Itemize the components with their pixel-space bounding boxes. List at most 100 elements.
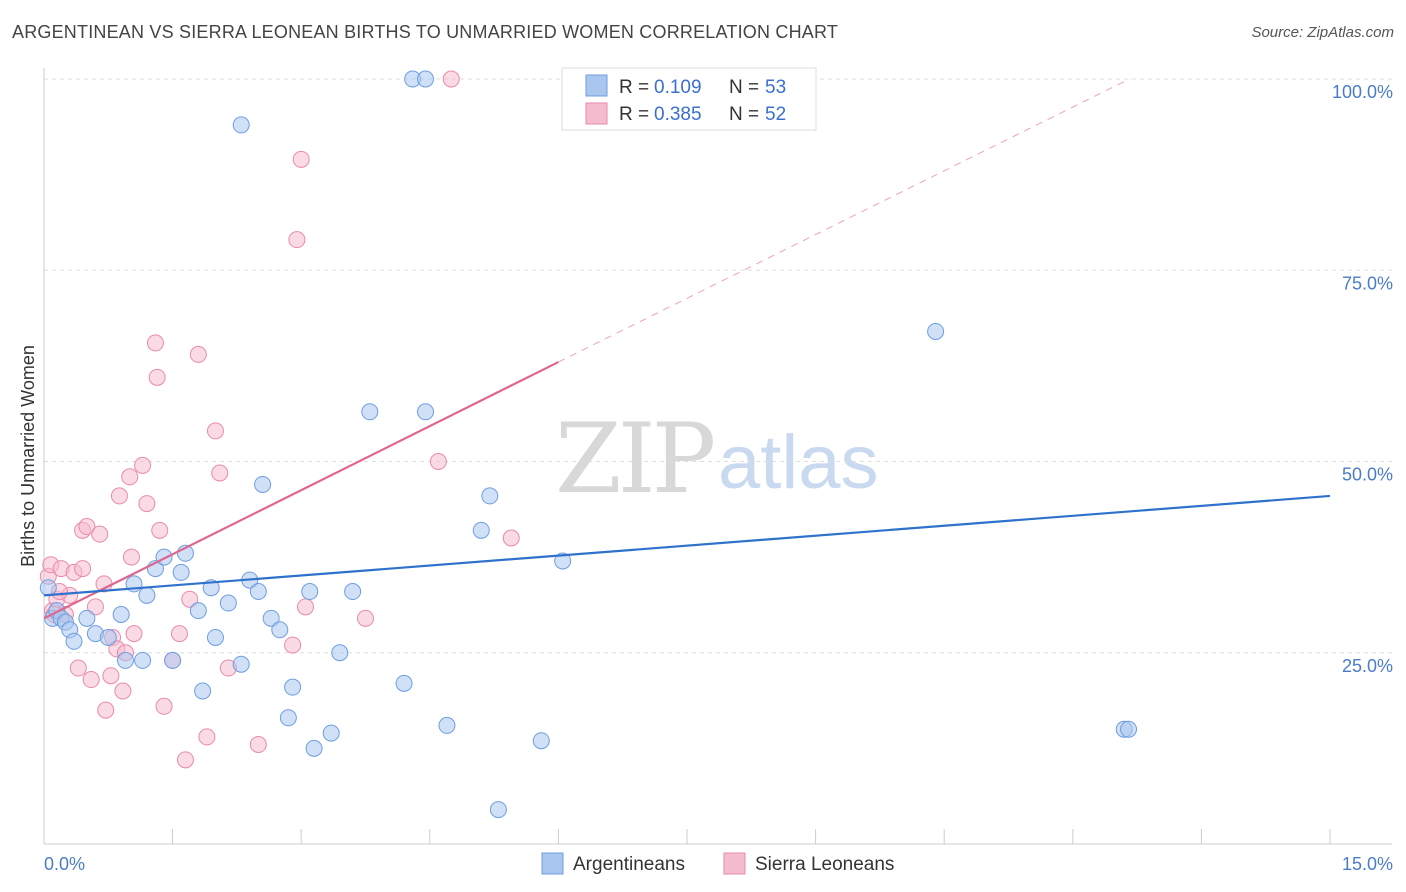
bottom-legend-label-argentineans: Argentineans — [573, 854, 685, 875]
point-argentineans-29 — [262, 609, 280, 627]
source-label: Source: ZipAtlas.com — [1251, 24, 1394, 41]
point-argentineans-28 — [254, 475, 272, 493]
y-tick-label-50: 50.0% — [1342, 465, 1393, 485]
series-sierra-leoneans-points — [39, 70, 520, 769]
point-argentineans-39 — [395, 674, 413, 692]
point-argentineans-36 — [331, 644, 349, 662]
series-argentineans-points — [39, 70, 1138, 819]
point-sierra-leoneans-28 — [146, 334, 164, 352]
point-argentineans-43 — [438, 716, 456, 734]
point-argentineans-22 — [206, 628, 224, 646]
point-sierra-leoneans-34 — [176, 751, 194, 769]
point-sierra-leoneans-25 — [125, 625, 143, 643]
trend-lines — [44, 79, 1331, 620]
point-sierra-leoneans-21 — [114, 682, 132, 700]
point-argentineans-38 — [361, 403, 379, 421]
point-argentineans-46 — [489, 801, 507, 819]
y-axis-label: Births to Unmarried Women — [18, 345, 38, 567]
point-sierra-leoneans-12 — [82, 671, 100, 689]
point-sierra-leoneans-9 — [74, 560, 92, 578]
point-sierra-leoneans-43 — [288, 231, 306, 249]
point-argentineans-49 — [927, 322, 945, 340]
point-argentineans-23 — [219, 594, 237, 612]
point-argentineans-31 — [279, 709, 297, 727]
point-argentineans-15 — [155, 548, 173, 566]
y-tick-label-100: 100.0% — [1332, 82, 1393, 102]
point-argentineans-51 — [1120, 720, 1138, 738]
bottom-legend-swatch-sierra-leoneans — [723, 852, 746, 875]
y-tick-labels: 25.0% 50.0% 75.0% 100.0% — [1332, 82, 1393, 676]
point-argentineans-12 — [134, 651, 152, 669]
bottom-legend-swatch-argentineans — [541, 852, 564, 875]
point-sierra-leoneans-48 — [442, 70, 460, 88]
legend-n-label-1: N = — [729, 77, 759, 98]
point-sierra-leoneans-45 — [296, 598, 314, 616]
point-argentineans-19 — [189, 602, 207, 620]
bottom-legend: Argentineans Sierra Leoneans — [541, 852, 894, 875]
point-argentineans-20 — [194, 682, 212, 700]
legend-swatch-blue — [585, 74, 608, 97]
y-tick-label-75: 75.0% — [1342, 273, 1393, 293]
point-sierra-leoneans-11 — [78, 518, 96, 536]
legend-r-label-1: R = — [619, 77, 649, 98]
point-argentineans-13 — [138, 586, 156, 604]
legend-r-value-2: 0.385 — [654, 104, 702, 125]
point-argentineans-24 — [232, 655, 250, 673]
x-tick-label-min: 0.0% — [44, 854, 85, 874]
legend-n-value-1: 53 — [765, 77, 786, 98]
point-sierra-leoneans-42 — [284, 636, 302, 654]
legend-r-value-1: 0.109 — [654, 77, 702, 98]
point-argentineans-41 — [417, 403, 435, 421]
legend-n-value-2: 52 — [765, 104, 786, 125]
x-ticks — [43, 829, 1331, 844]
grid — [44, 78, 1392, 654]
point-argentineans-30 — [271, 621, 289, 639]
point-argentineans-9 — [112, 606, 130, 623]
point-sierra-leoneans-14 — [91, 525, 109, 543]
point-argentineans-48 — [554, 552, 572, 570]
trend-line-sierra-leoneans — [44, 361, 559, 620]
point-argentineans-35 — [322, 724, 340, 742]
point-argentineans-37 — [344, 583, 362, 601]
point-sierra-leoneans-17 — [102, 667, 120, 685]
watermark-zip: ZIP — [555, 403, 714, 515]
point-sierra-leoneans-49 — [502, 529, 520, 547]
x-tick-label-max: 15.0% — [1342, 854, 1393, 874]
point-sierra-leoneans-46 — [357, 609, 374, 627]
bottom-legend-label-sierra-leoneans: Sierra Leoneans — [755, 854, 894, 875]
point-sierra-leoneans-38 — [206, 422, 224, 440]
point-argentineans-52 — [39, 579, 57, 597]
point-argentineans-25 — [232, 116, 250, 134]
point-argentineans-42 — [417, 70, 435, 88]
point-sierra-leoneans-27 — [138, 495, 156, 513]
point-argentineans-47 — [532, 732, 550, 750]
point-sierra-leoneans-41 — [249, 736, 267, 754]
point-sierra-leoneans-36 — [189, 345, 207, 363]
point-argentineans-27 — [249, 583, 267, 601]
legend-n-label-2: N = — [729, 104, 759, 125]
point-argentineans-33 — [301, 583, 319, 601]
point-sierra-leoneans-30 — [151, 521, 169, 539]
point-sierra-leoneans-26 — [134, 456, 152, 474]
point-argentineans-17 — [172, 563, 190, 581]
watermark: ZIP atlas — [555, 403, 879, 515]
point-sierra-leoneans-24 — [122, 548, 140, 566]
legend-swatch-pink — [585, 102, 608, 125]
point-sierra-leoneans-8 — [69, 659, 87, 677]
point-sierra-leoneans-39 — [211, 464, 229, 482]
point-argentineans-34 — [305, 739, 323, 757]
watermark-atlas: atlas — [718, 420, 879, 505]
point-argentineans-44 — [472, 521, 490, 539]
chart-title: ARGENTINEAN VS SIERRA LEONEAN BIRTHS TO … — [12, 22, 839, 42]
point-sierra-leoneans-35 — [181, 590, 199, 608]
point-sierra-leoneans-29 — [148, 368, 166, 386]
point-sierra-leoneans-44 — [292, 150, 310, 168]
point-sierra-leoneans-20 — [110, 487, 128, 505]
point-sierra-leoneans-23 — [121, 468, 139, 486]
top-legend: R = 0.109 N = 53 R = 0.385 N = 52 — [561, 67, 817, 131]
axes — [43, 68, 1392, 845]
trend-line-sierra-leoneans-extension — [558, 79, 1131, 363]
point-sierra-leoneans-37 — [198, 728, 216, 746]
y-tick-label-25: 25.0% — [1342, 656, 1393, 676]
